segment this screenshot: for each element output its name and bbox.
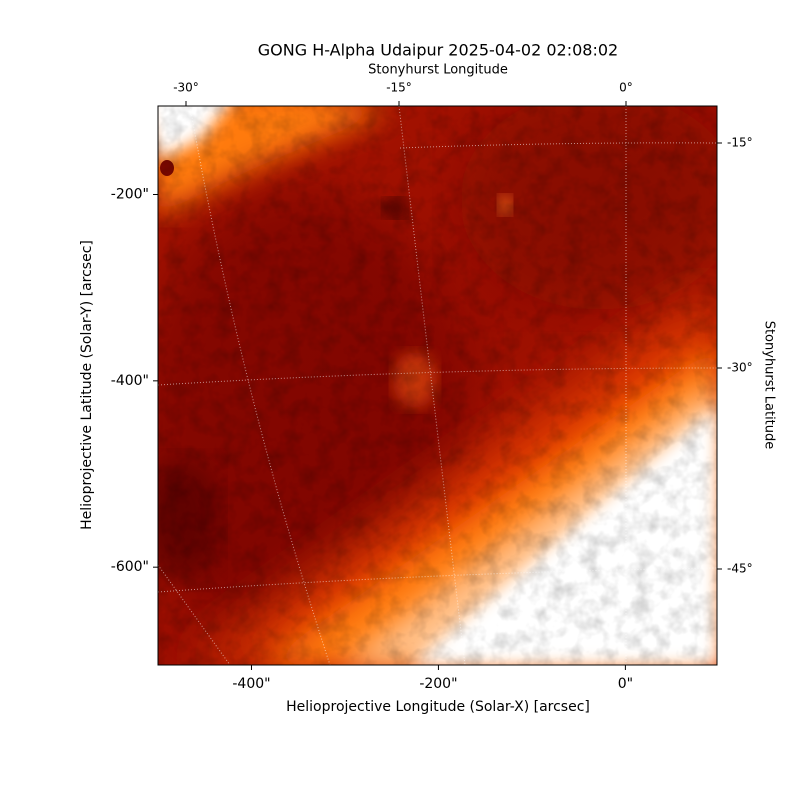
y2-tick-label: -30°	[727, 361, 753, 375]
y-tick-label: -400"	[111, 373, 149, 389]
y-tick-label: -200"	[111, 187, 149, 203]
x-tick-label: 0"	[618, 676, 633, 692]
x2-tick-label: -15°	[386, 81, 412, 95]
solar-image	[158, 106, 717, 665]
chart-title: GONG H-Alpha Udaipur 2025-04-02 02:08:02	[258, 41, 618, 60]
y2-tick-label: -45°	[727, 562, 753, 576]
y2-axis-label: Stonyhurst Latitude	[762, 321, 777, 450]
x-tick-label: -200"	[419, 676, 457, 692]
y-tick-label: -600"	[111, 559, 149, 575]
x2-tick-label: -30°	[173, 81, 199, 95]
x2-tick-label: 0°	[619, 81, 633, 95]
y2-tick-label: -15°	[727, 136, 753, 150]
x-tick-label: -400"	[232, 676, 270, 692]
x2-axis-label: Stonyhurst Longitude	[368, 63, 508, 78]
axes-frame	[157, 105, 718, 666]
y-axis-label: Helioprojective Latitude (Solar-Y) [arcs…	[79, 240, 95, 530]
x-axis-label: Helioprojective Longitude (Solar-X) [arc…	[286, 699, 590, 715]
